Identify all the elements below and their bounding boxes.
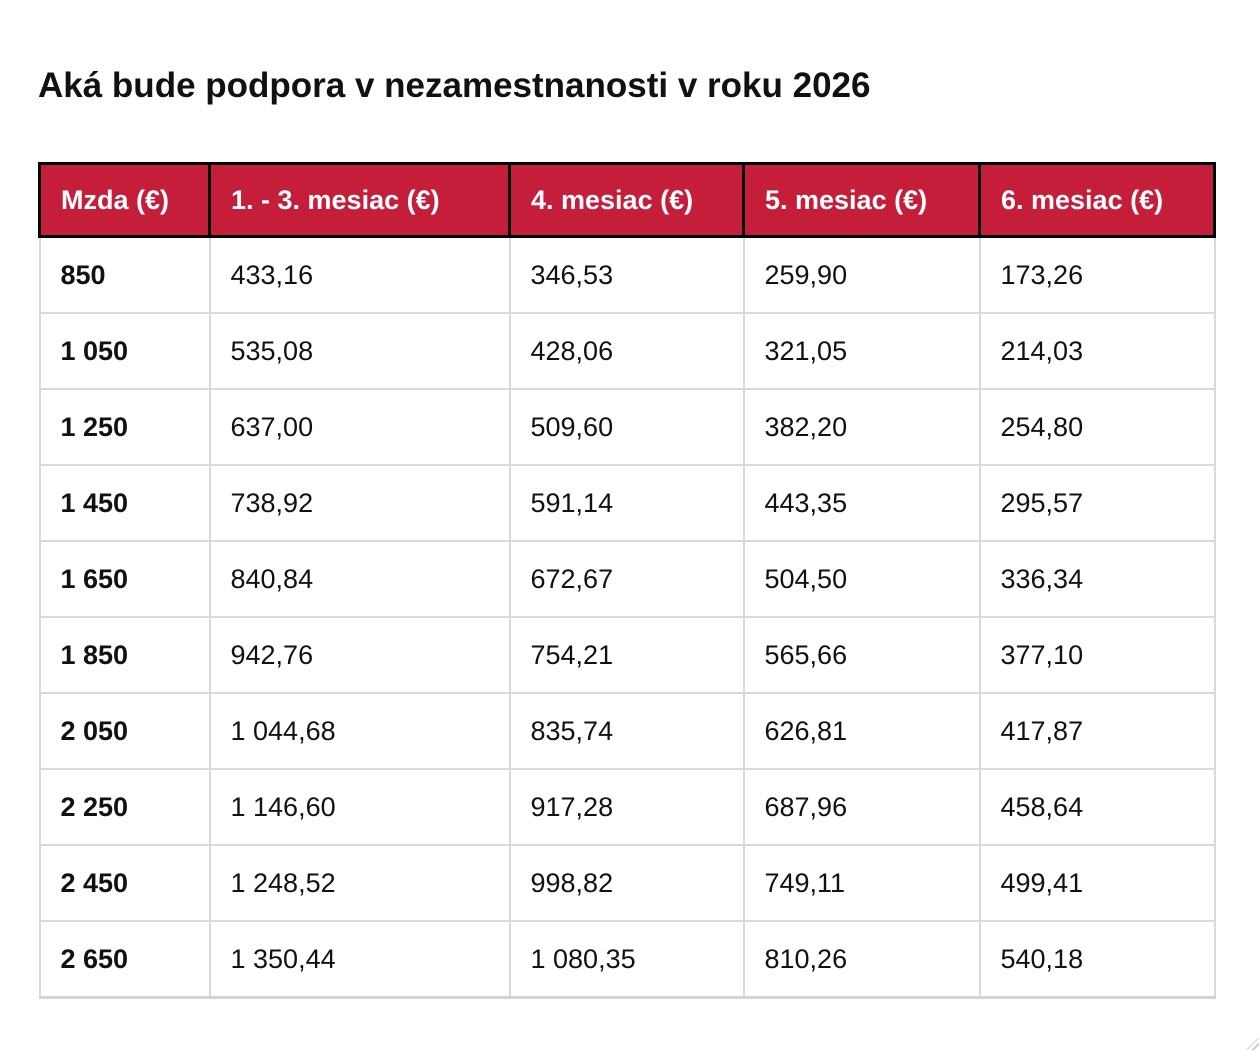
table-cell: 321,05 xyxy=(742,312,981,390)
table-cell: 591,14 xyxy=(508,464,745,542)
table-cell: 687,96 xyxy=(742,768,981,846)
table-cell: 259,90 xyxy=(742,235,981,314)
wage-cell: 1 250 xyxy=(38,388,211,466)
table-cell: 1 248,52 xyxy=(208,844,511,922)
table-cell: 917,28 xyxy=(508,768,745,846)
wage-cell: 850 xyxy=(38,235,211,314)
wage-cell: 2 650 xyxy=(38,920,211,999)
table-cell: 346,53 xyxy=(508,235,745,314)
table-cell: 382,20 xyxy=(742,388,981,466)
benefits-table: Mzda (€) 1. - 3. mesiac (€) 4. mesiac (€… xyxy=(38,162,1216,999)
column-header-mzda: Mzda (€) xyxy=(38,162,211,238)
table-cell: 840,84 xyxy=(208,540,511,618)
table-cell: 810,26 xyxy=(742,920,981,999)
table-cell: 173,26 xyxy=(978,235,1216,314)
table-cell: 443,35 xyxy=(742,464,981,542)
wage-cell: 1 650 xyxy=(38,540,211,618)
table-cell: 565,66 xyxy=(742,616,981,694)
table-cell: 417,87 xyxy=(978,692,1216,770)
table-cell: 738,92 xyxy=(208,464,511,542)
table-cell: 749,11 xyxy=(742,844,981,922)
table-cell: 1 146,60 xyxy=(208,768,511,846)
table-row: 1 850 942,76 754,21 565,66 377,10 xyxy=(38,616,1216,694)
table-cell: 458,64 xyxy=(978,768,1216,846)
wage-cell: 1 850 xyxy=(38,616,211,694)
column-header-mesiac-1-3: 1. - 3. mesiac (€) xyxy=(208,162,511,238)
table-row: 2 450 1 248,52 998,82 749,11 499,41 xyxy=(38,844,1216,922)
table-cell: 835,74 xyxy=(508,692,745,770)
table-cell: 509,60 xyxy=(508,388,745,466)
table-cell: 499,41 xyxy=(978,844,1216,922)
table-row: 1 650 840,84 672,67 504,50 336,34 xyxy=(38,540,1216,618)
table-cell: 626,81 xyxy=(742,692,981,770)
table-cell: 1 080,35 xyxy=(508,920,745,999)
table-row: 1 450 738,92 591,14 443,35 295,57 xyxy=(38,464,1216,542)
table-cell: 428,06 xyxy=(508,312,745,390)
wage-cell: 1 050 xyxy=(38,312,211,390)
table-cell: 535,08 xyxy=(208,312,511,390)
table-cell: 433,16 xyxy=(208,235,511,314)
table-cell: 336,34 xyxy=(978,540,1216,618)
table-row: 2 650 1 350,44 1 080,35 810,26 540,18 xyxy=(38,920,1216,999)
table-row: 2 250 1 146,60 917,28 687,96 458,64 xyxy=(38,768,1216,846)
table-body: 850 433,16 346,53 259,90 173,26 1 050 53… xyxy=(38,235,1216,999)
table-cell: 637,00 xyxy=(208,388,511,466)
column-header-mesiac-6: 6. mesiac (€) xyxy=(978,162,1216,238)
resize-grip-icon[interactable] xyxy=(1246,1037,1259,1050)
table-cell: 1 044,68 xyxy=(208,692,511,770)
table-row: 1 050 535,08 428,06 321,05 214,03 xyxy=(38,312,1216,390)
table-cell: 672,67 xyxy=(508,540,745,618)
table-row: 2 050 1 044,68 835,74 626,81 417,87 xyxy=(38,692,1216,770)
column-header-mesiac-5: 5. mesiac (€) xyxy=(742,162,981,238)
column-header-mesiac-4: 4. mesiac (€) xyxy=(508,162,745,238)
table-cell: 754,21 xyxy=(508,616,745,694)
page-title: Aká bude podpora v nezamestnanosti v rok… xyxy=(38,66,871,105)
table-cell: 504,50 xyxy=(742,540,981,618)
table-cell: 214,03 xyxy=(978,312,1216,390)
table-row: 1 250 637,00 509,60 382,20 254,80 xyxy=(38,388,1216,466)
wage-cell: 2 250 xyxy=(38,768,211,846)
header-row: Mzda (€) 1. - 3. mesiac (€) 4. mesiac (€… xyxy=(38,162,1216,238)
table-cell: 998,82 xyxy=(508,844,745,922)
table-cell: 254,80 xyxy=(978,388,1216,466)
table-cell: 942,76 xyxy=(208,616,511,694)
table-row: 850 433,16 346,53 259,90 173,26 xyxy=(38,235,1216,314)
table-cell: 377,10 xyxy=(978,616,1216,694)
wage-cell: 1 450 xyxy=(38,464,211,542)
wage-cell: 2 050 xyxy=(38,692,211,770)
table-cell: 1 350,44 xyxy=(208,920,511,999)
table-cell: 295,57 xyxy=(978,464,1216,542)
table-cell: 540,18 xyxy=(978,920,1216,999)
wage-cell: 2 450 xyxy=(38,844,211,922)
table-header: Mzda (€) 1. - 3. mesiac (€) 4. mesiac (€… xyxy=(38,162,1216,238)
